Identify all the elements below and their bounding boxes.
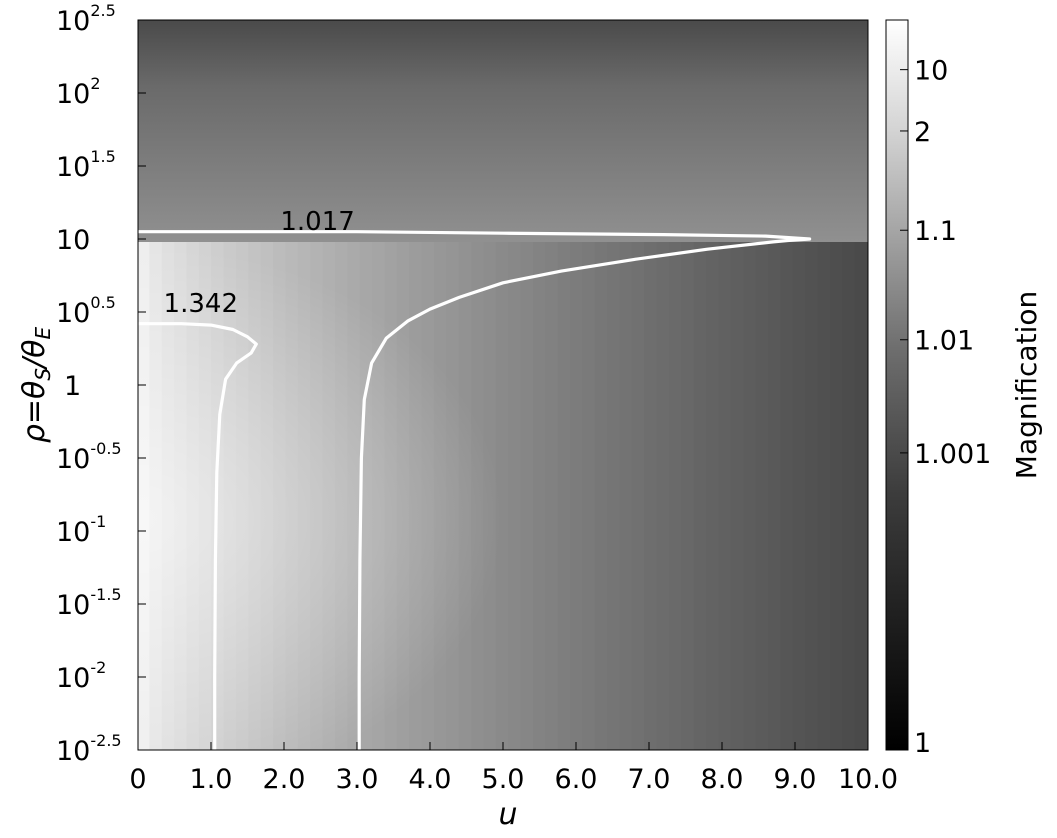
y-axis-ticks: 10-2.5 10-2 10-1.5 10-1 10-0.5 1 100.5 10 101.5 1…: [56, 1, 146, 767]
y-axis-title-rho: ρ=θ: [17, 381, 52, 444]
x-tick-label: 6.0: [555, 764, 598, 795]
x-tick-label: 8.0: [701, 764, 744, 795]
colorbar-tick-label: 10: [914, 56, 948, 87]
heatmap-band: [867, 20, 868, 750]
y-axis-title-slash: /θ: [17, 339, 52, 370]
y-tick-label: 101.5: [56, 147, 116, 183]
y-tick-label: 100.5: [56, 293, 116, 329]
x-tick-label: 4.0: [409, 764, 452, 795]
contour-label: 1.017: [280, 207, 354, 237]
contour-line: [138, 230, 812, 750]
x-tick-label: 10.0: [838, 764, 898, 795]
colorbar-ticks: 1 1.001 1.01 1.1 2 10: [900, 56, 991, 759]
y-tick-label: 102: [56, 74, 101, 110]
y-tick-label: 10: [56, 225, 90, 256]
contour-lines: [138, 230, 812, 750]
colorbar-tick-label: 1: [914, 728, 931, 759]
x-tick-label: 5.0: [482, 764, 525, 795]
y-axis-title-sub-s: S: [31, 368, 55, 381]
colorbar-title: Magnification: [1010, 291, 1043, 479]
contour-labels: 1.342 1.017: [164, 207, 355, 319]
x-tick-label: 7.0: [628, 764, 671, 795]
colorbar-tick-label: 1.01: [914, 326, 974, 357]
x-tick-label: 3.0: [336, 764, 379, 795]
colorbar-tick-label: 1.001: [914, 439, 991, 470]
heatmap-field: [138, 20, 868, 750]
y-tick-label: 10-1.5: [56, 585, 122, 621]
contour-line: [138, 322, 258, 750]
central-bright-region: [138, 200, 868, 750]
y-tick-label: 10-2.5: [56, 731, 122, 767]
y-tick-label: 1: [64, 371, 81, 402]
contour-label: 1.342: [164, 289, 238, 319]
x-axis-ticks: 0 1.0 2.0 3.0 4.0 5.0 6.0 7.0 8.0 9.0 10.0: [129, 742, 898, 795]
y-axis-title: ρ=θS/θE: [17, 326, 55, 443]
x-tick-label: 1.0: [190, 764, 233, 795]
x-tick-label: 2.0: [263, 764, 306, 795]
y-tick-label: 102.5: [56, 1, 116, 37]
y-tick-label: 10-2: [56, 658, 106, 694]
x-tick-label: 9.0: [774, 764, 817, 795]
y-tick-label: 10-1: [56, 512, 106, 548]
y-tick-label: 10-0.5: [56, 439, 122, 475]
y-axis-title-sub-e: E: [31, 326, 55, 339]
colorbar: [885, 19, 909, 751]
colorbar-tick-label: 1.1: [914, 216, 957, 247]
colorbar-tick-label: 2: [914, 117, 931, 148]
x-tick-label: 0: [129, 764, 146, 795]
x-axis-title: u: [498, 797, 517, 832]
